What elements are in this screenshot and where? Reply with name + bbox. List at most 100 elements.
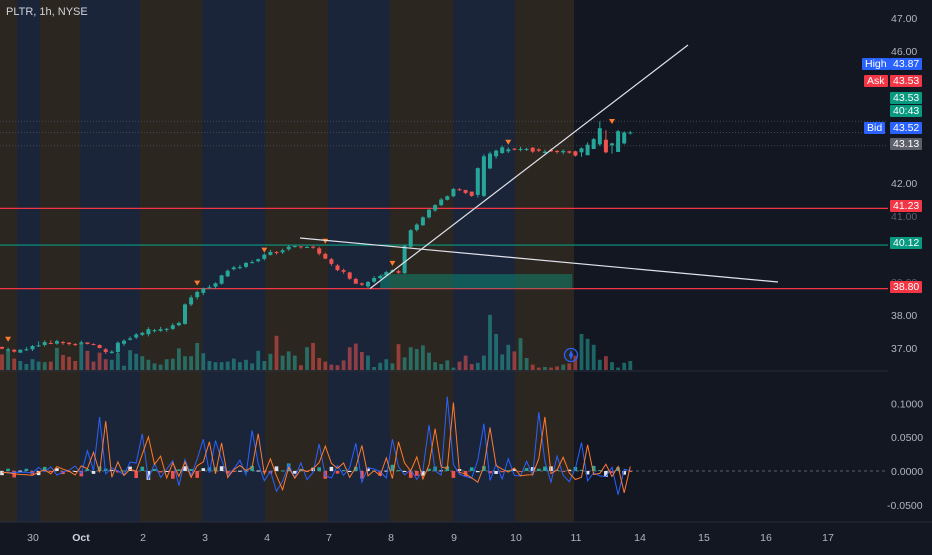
time-axis-label: 10: [510, 532, 522, 544]
volume-bar: [91, 361, 96, 370]
volume-bar: [512, 351, 517, 370]
volume-bar: [42, 362, 47, 370]
volume-bar: [402, 357, 407, 370]
histogram-bar: [567, 469, 572, 471]
candle-body: [286, 246, 291, 250]
signal-marker: [389, 260, 396, 266]
candle-body: [189, 297, 194, 305]
volume-bar: [280, 355, 285, 370]
session-band: [17, 0, 40, 522]
pivot-tag: 40.12: [890, 237, 923, 249]
candle-body: [280, 250, 285, 253]
histogram-bar: [366, 468, 370, 471]
signal-marker: [261, 247, 268, 253]
compass-icon-needle: [569, 350, 573, 360]
candle-body: [616, 131, 621, 152]
candle-body: [341, 270, 346, 272]
compass-icon: [563, 347, 579, 363]
histogram-bar: [524, 468, 529, 471]
candle-body: [384, 272, 389, 276]
volume-bar: [353, 343, 358, 370]
time-axis-label: 30: [27, 532, 39, 544]
candle-body: [213, 283, 218, 287]
candle-body: [231, 267, 236, 270]
volume-bar: [347, 347, 352, 370]
volume-bar: [268, 353, 273, 370]
volume-bar: [305, 347, 309, 370]
histogram-bar: [49, 471, 53, 472]
signal-marker: [194, 280, 201, 286]
candle-body: [329, 259, 334, 264]
candle-body: [506, 149, 511, 152]
volume-bar: [463, 355, 468, 370]
volume-bar: [475, 362, 480, 370]
histogram-bar: [482, 466, 486, 471]
histogram-bar: [0, 471, 4, 476]
histogram-bar: [390, 464, 395, 471]
histogram-bar: [6, 468, 10, 471]
time-axis-label: 17: [822, 532, 834, 544]
volume-bar: [219, 362, 224, 370]
histogram-bar: [585, 471, 590, 475]
price-axis-label: 47.00: [891, 13, 917, 25]
drawings[interactable]: [299, 44, 779, 363]
histogram-bar: [238, 470, 242, 472]
volume-bar: [170, 358, 175, 370]
volume-bar: [12, 358, 17, 370]
candle-body: [396, 271, 401, 273]
volume-bar: [616, 367, 620, 370]
volume-bar: [329, 364, 334, 370]
bid-tag-value: 43.52: [890, 122, 923, 134]
candle-body: [433, 205, 438, 211]
volume-bar: [24, 364, 29, 370]
volume-bar: [140, 356, 145, 370]
candle-body: [530, 147, 535, 152]
volume-bar: [366, 355, 370, 370]
candle-body: [445, 196, 450, 200]
volume-bar: [18, 361, 23, 370]
histogram-bar: [451, 471, 456, 478]
candle-body: [335, 265, 340, 271]
histogram-bar: [146, 471, 151, 480]
volume-bar: [579, 334, 584, 370]
candles[interactable]: [0, 118, 633, 354]
candle-body: [414, 224, 419, 230]
candle-body: [372, 278, 377, 282]
ask-tag-value: 43.53: [890, 75, 923, 87]
volume-bar: [292, 355, 297, 370]
price-axis-label: 37.00: [891, 343, 917, 355]
oscillator-pane: [0, 370, 888, 495]
histogram-bar: [476, 471, 480, 473]
volume-bar: [146, 359, 151, 370]
uptrend-line: [369, 44, 689, 290]
candle-body: [207, 287, 212, 289]
histogram-bar: [427, 468, 431, 471]
histogram-bar: [61, 471, 65, 475]
volume-bar: [244, 359, 248, 370]
histogram-bar: [317, 467, 321, 471]
volume-bar: [378, 362, 383, 370]
symbol-title[interactable]: PLTR, 1h, NYSE: [6, 6, 88, 18]
histogram-bar: [24, 468, 29, 471]
ask-tag-label: Ask: [864, 75, 888, 87]
candle-body: [591, 139, 596, 150]
volume-bar: [543, 367, 547, 370]
candle-body: [262, 254, 267, 259]
histogram-bar: [549, 466, 553, 471]
volume-bar: [231, 358, 236, 370]
volume-bars: [0, 314, 633, 370]
candle-body: [61, 342, 65, 344]
volume-bar: [299, 365, 303, 370]
histogram-bar: [91, 471, 96, 474]
volume-bar: [73, 361, 78, 370]
volume-bar: [164, 359, 169, 370]
candle-body: [597, 128, 602, 145]
candle-body: [494, 150, 499, 157]
volume-bar: [482, 355, 486, 370]
osc-axis-label: -0.0500: [887, 500, 923, 512]
candle-body: [274, 251, 279, 253]
volume-bar: [134, 353, 139, 370]
histogram-bar: [543, 466, 547, 471]
